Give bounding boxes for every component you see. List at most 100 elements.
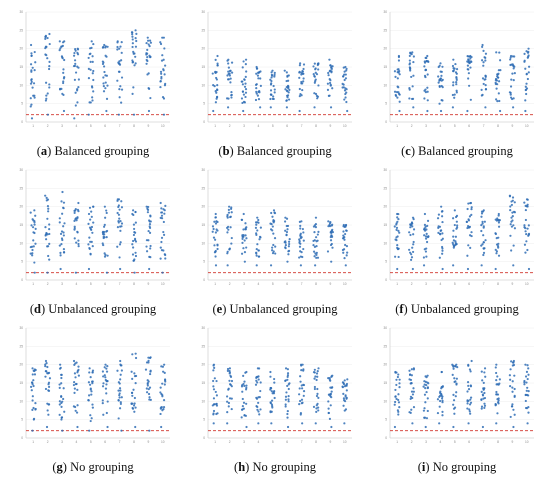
data-point bbox=[90, 417, 93, 420]
x-tick-label: 2 bbox=[411, 124, 413, 128]
data-point bbox=[313, 387, 316, 391]
data-point bbox=[465, 220, 468, 223]
data-point bbox=[410, 390, 414, 393]
x-tick-label: 1 bbox=[396, 440, 398, 444]
data-point bbox=[216, 54, 219, 58]
data-point bbox=[436, 217, 440, 220]
data-point bbox=[453, 377, 456, 380]
x-tick-label: 6 bbox=[104, 282, 106, 286]
data-point bbox=[117, 399, 120, 402]
data-point bbox=[74, 376, 77, 379]
data-point bbox=[451, 106, 454, 109]
data-point bbox=[145, 239, 149, 242]
data-point bbox=[440, 397, 444, 400]
x-tick-label: 8 bbox=[315, 124, 317, 128]
data-point bbox=[164, 253, 167, 257]
data-point bbox=[116, 41, 119, 44]
data-point bbox=[73, 117, 76, 120]
data-point bbox=[116, 48, 119, 51]
data-point bbox=[314, 375, 317, 378]
data-point bbox=[327, 74, 330, 77]
data-point bbox=[163, 363, 166, 366]
data-point bbox=[245, 425, 248, 429]
x-tick-label: 6 bbox=[468, 282, 470, 286]
data-point bbox=[495, 87, 498, 90]
data-point bbox=[59, 363, 62, 366]
data-point bbox=[244, 234, 247, 237]
data-point bbox=[525, 407, 529, 410]
data-point bbox=[314, 223, 318, 226]
data-point bbox=[410, 374, 413, 377]
data-point bbox=[226, 106, 230, 109]
data-point bbox=[270, 390, 273, 393]
data-point bbox=[439, 70, 442, 73]
data-point bbox=[72, 405, 75, 408]
data-point bbox=[230, 71, 234, 74]
data-point bbox=[47, 389, 51, 392]
data-point bbox=[118, 256, 121, 259]
data-point bbox=[527, 50, 530, 53]
data-point bbox=[512, 106, 515, 109]
data-point bbox=[77, 374, 80, 377]
data-point bbox=[271, 225, 274, 228]
y-tick-label: 5 bbox=[385, 418, 387, 422]
data-point bbox=[284, 379, 287, 382]
x-tick-label: 3 bbox=[425, 440, 427, 444]
data-point bbox=[135, 32, 138, 35]
data-point bbox=[130, 391, 134, 394]
data-point bbox=[298, 245, 302, 248]
data-point bbox=[229, 226, 232, 229]
data-point bbox=[398, 382, 401, 385]
data-point bbox=[131, 35, 134, 38]
data-point bbox=[134, 254, 138, 258]
y-tick-label: 0 bbox=[203, 436, 205, 440]
x-tick-label: 2 bbox=[47, 124, 49, 128]
data-point bbox=[466, 68, 469, 71]
data-point bbox=[117, 113, 120, 116]
data-point bbox=[440, 393, 443, 396]
data-point bbox=[145, 62, 148, 65]
data-point bbox=[148, 223, 152, 226]
data-point bbox=[76, 208, 80, 211]
data-point bbox=[29, 43, 33, 47]
data-point bbox=[32, 82, 36, 85]
data-point bbox=[105, 236, 108, 239]
data-point bbox=[316, 233, 319, 236]
data-point bbox=[228, 397, 232, 400]
data-point bbox=[317, 396, 320, 399]
data-point bbox=[59, 232, 63, 236]
data-point bbox=[342, 392, 345, 395]
data-point bbox=[273, 396, 276, 400]
data-point bbox=[230, 385, 233, 388]
data-point bbox=[467, 219, 471, 222]
data-point bbox=[254, 98, 258, 102]
data-point bbox=[74, 48, 77, 51]
data-point bbox=[495, 393, 498, 396]
data-point bbox=[412, 233, 415, 236]
y-tick-label: 25 bbox=[201, 28, 205, 32]
y-tick-label: 30 bbox=[19, 168, 23, 172]
data-point bbox=[441, 249, 444, 252]
data-point bbox=[31, 383, 34, 386]
data-point bbox=[470, 213, 473, 216]
data-point bbox=[482, 247, 485, 250]
data-point bbox=[88, 371, 91, 374]
data-point bbox=[103, 205, 106, 208]
data-point bbox=[394, 388, 397, 392]
data-point bbox=[269, 402, 272, 405]
data-point bbox=[76, 404, 79, 407]
data-point bbox=[120, 206, 124, 209]
data-point bbox=[326, 82, 329, 85]
data-point bbox=[441, 401, 444, 404]
data-point bbox=[161, 96, 165, 99]
data-point bbox=[272, 250, 275, 253]
data-point bbox=[160, 249, 164, 252]
data-point bbox=[118, 396, 121, 399]
data-point bbox=[88, 247, 91, 250]
x-tick-label: 2 bbox=[47, 440, 49, 444]
data-point bbox=[101, 60, 104, 63]
data-point bbox=[470, 234, 473, 238]
data-point bbox=[102, 76, 105, 79]
